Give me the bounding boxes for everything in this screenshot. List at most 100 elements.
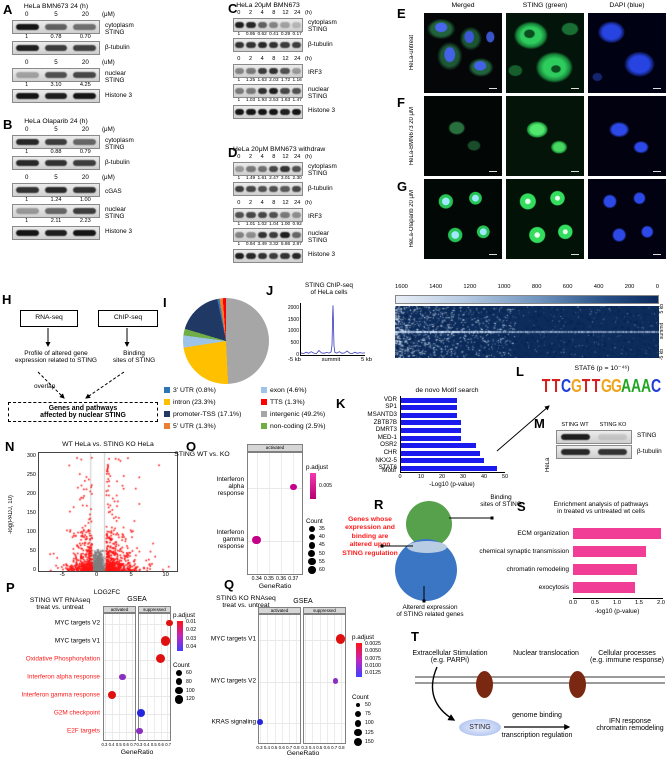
gsea-dot [119,673,126,681]
blot-lane [234,232,245,238]
band-label: Histone 3 [308,107,335,115]
gridline-h [139,696,170,697]
dot-row-label: Interferon gamma response [21,691,100,699]
padjust-label: 0.0125 [365,670,381,676]
protein-band [44,138,68,145]
heatmap-right-labels: 5 kb summit -5 kb [659,304,665,360]
lane-labels: 0 5 20 (uM) [12,59,115,66]
pie-legend: 3' UTR (0.8%) intron (23.3%) promoter-TSS … [164,384,379,432]
nuclear-pore-right [569,671,586,698]
blot-lane [279,88,290,94]
blot-lane [257,67,268,74]
blot-lane [42,186,71,193]
band-value: 2.53 [269,98,279,103]
x-tick: 0.5 [115,742,122,747]
dose-unit: (μM) [102,126,115,133]
protein-band [269,21,279,28]
if-row-label-olaparib: HeLa-Olaparib 20 μM [408,190,415,248]
blot-title: HeLa Olaparib 24 (h) [24,118,88,125]
protein-band [73,45,97,51]
gridline-v [260,615,262,743]
legend-label: 3' UTR (0.8%) [173,386,216,394]
protein-band [257,67,267,74]
protein-band [269,252,279,259]
blot-lane [279,67,290,74]
x-tick: 0.37 [288,576,299,582]
protein-band [257,232,267,238]
band-value: 1 [237,98,241,103]
band-quantification: 1 1.01 1.02 1.04 1.00 0.92 [233,222,303,227]
blot-row: 1 3.10 4.25 nuclear STING [4,67,164,88]
gridline-v [112,614,114,740]
protein-band [246,108,256,115]
protein-band [560,449,591,455]
lane-label: 20 [81,59,89,66]
profile-ytick: 2000 [287,304,299,311]
gridline-h [104,714,135,715]
heatmap-scale-numbers: 1600 1400 1200 1000 800 600 400 200 0 [395,284,659,290]
protein-band [44,208,68,214]
overlap-arrow-right [85,371,125,399]
if-col-header-dapi: DAPI (blue) [609,2,645,9]
blot-lane [245,88,256,94]
lane-label: 0 [24,11,29,18]
blot-lane [268,108,279,115]
legend-label: intergenic (49.2%) [270,410,326,418]
band-value: 0.92 [292,221,302,227]
lane-label: 24 [294,154,301,160]
blot-lane-column [233,248,303,263]
annotation-pie-chart [183,298,269,384]
panel-letter-a: A [3,2,13,17]
gridline-v [105,614,107,740]
panel-letter-k: K [336,396,346,411]
blot-lane [291,21,302,28]
blot-band-strip [233,17,303,32]
band-value: 0.78 [50,33,62,40]
blot-lane [13,186,42,193]
band-value: 1 [237,31,241,37]
pathway-chart-title: Enrichment analysis of pathways in treat… [553,501,649,515]
band-label: IRF3 [308,68,322,76]
protein-band [246,67,256,74]
pathway-bar [573,582,635,593]
band-value: 1.00 [280,221,291,227]
blot-row: β-tubulin [4,41,164,55]
protein-band [280,165,290,172]
band-label: nuclear STING [105,206,126,220]
band-label: β-tubulin [105,158,130,166]
blot-row: Histone 3 [4,89,164,103]
blot-band-strip [233,228,303,242]
blot-lane-column [233,182,303,196]
gridline-h [104,624,135,625]
blot-lane [42,93,71,99]
gridline-v [333,615,335,743]
band-value: 1 [237,242,241,247]
blot-band-strip [233,182,303,196]
motif-category-label: CHR [383,449,397,456]
western-blot-panel-c: HeLa 20μM BMN673 0 2 4 8 12 24 (h) 1 0.95 0.62 0.41… [228,2,353,119]
volcano-xtick: 10 [162,572,169,578]
gridline-h [304,682,345,683]
motif-xtick: 0 [398,474,402,480]
pathway-xtick: 2.0 [656,600,666,606]
lane-label: 0 [237,154,241,160]
blot-row: 1 1.01 1.02 1.04 1.00 0.92 IRF3 [228,207,353,227]
gsea-ko-treat-header: STING KO RNAseq treat vs. untreat [216,595,276,609]
venn-blue-label: Altererd expression of STING related gen… [396,604,464,618]
heatmap-colorbar [395,295,659,304]
dot-row-label: MYC targets V2 [54,619,100,627]
protein-band [280,88,290,94]
gridline-v [153,614,155,740]
motif-letter: T [551,374,561,396]
heatmap-scale-number: 1000 [497,284,511,290]
pie-legend-item: 3' UTR (0.8%) [164,384,261,396]
blot-lane [245,232,256,238]
cellular-processes-text: Cellular processes (e.g. immune response… [590,650,664,664]
blot-lane [279,252,290,259]
motif-xtick: 40 [480,474,488,480]
padjust-legend-title: p.adjust [173,612,196,619]
volcano-xtick: 0 [95,572,99,578]
gsea-dot [257,719,264,725]
blot-lane [291,42,302,48]
